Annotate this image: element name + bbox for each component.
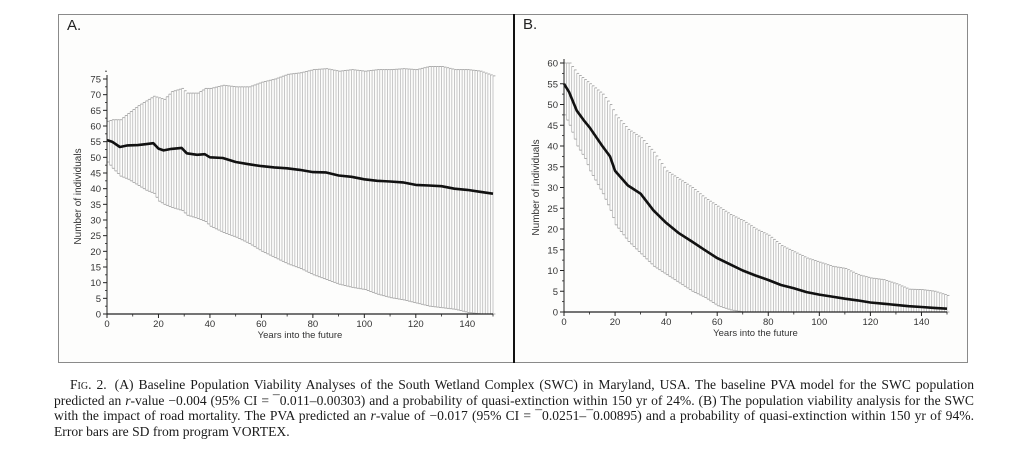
y-tick-label: 25 xyxy=(547,204,558,215)
x-tick-label: 40 xyxy=(661,317,672,328)
x-tick-label: 20 xyxy=(610,317,621,328)
y-tick-label: 60 xyxy=(90,122,101,133)
y-tick-label: 40 xyxy=(90,184,101,195)
x-tick-label: 80 xyxy=(308,319,319,330)
y-tick-label: 40 xyxy=(547,142,558,153)
y-tick-label: 75 xyxy=(90,75,101,86)
caption-text-1: (A) Baseline Population Viability Analys… xyxy=(54,377,974,408)
mean-line xyxy=(106,138,494,195)
panel-divider xyxy=(513,14,515,363)
x-axis-label: Years into the future xyxy=(258,330,343,341)
x-tick-label: 80 xyxy=(763,317,774,328)
figure-caption: Fig. 2. (A) Baseline Population Viability… xyxy=(54,377,974,439)
y-axis-label: Number of individuals xyxy=(531,139,542,235)
y-tick-label: 50 xyxy=(547,100,558,111)
x-tick-label: 0 xyxy=(561,317,566,328)
y-tick-label: 20 xyxy=(90,247,101,258)
y-tick-label: 65 xyxy=(90,106,101,117)
x-tick-label: 0 xyxy=(104,319,109,330)
y-tick-label: 35 xyxy=(547,162,558,173)
y-tick-label: 55 xyxy=(90,137,101,148)
panel-label-a: A. xyxy=(67,17,82,34)
y-tick-label: 20 xyxy=(547,225,558,236)
x-tick-label: 140 xyxy=(459,319,475,330)
y-tick-label: 15 xyxy=(90,263,101,274)
y-tick-label: 50 xyxy=(90,153,101,164)
y-tick-label: 45 xyxy=(90,169,101,180)
caption-text-2: -value −0.004 (95% CI = ¯0.011–0.00303) … xyxy=(54,392,974,424)
y-tick-label: 15 xyxy=(547,245,558,256)
y-tick-label: 0 xyxy=(96,310,101,321)
y-tick-label: 60 xyxy=(547,59,558,70)
mean-line xyxy=(562,83,948,310)
x-axis-label: Years into the future xyxy=(713,328,798,339)
caption-italic-r-1: r xyxy=(125,392,131,408)
x-tick-label: 100 xyxy=(356,319,372,330)
y-tick-label: 10 xyxy=(547,266,558,277)
panel-label-b: B. xyxy=(523,16,538,33)
chart-panel-a: 0 5 10 15 20 25 30 35 40 45 50 55 60 65 70 75 0 20 40 60 80 1… xyxy=(73,66,496,341)
y-axis-label: Number of individuals xyxy=(73,148,84,244)
caption-text-3: -value of −0.017 (95% CI = ¯0.0251–¯0.00… xyxy=(54,408,974,439)
y-tick-label: 55 xyxy=(547,79,558,90)
y-tick-label: 30 xyxy=(547,183,558,194)
y-tick-label: 0 xyxy=(553,308,558,319)
y-tick-label: 45 xyxy=(547,121,558,132)
y-tick-label: 30 xyxy=(90,216,101,227)
figure-label: Fig. 2. xyxy=(70,377,107,392)
x-tick-label: 120 xyxy=(862,317,878,328)
caption-italic-r-2: r xyxy=(370,408,376,424)
x-tick-label: 20 xyxy=(153,319,164,330)
y-tick-label: 5 xyxy=(553,287,558,298)
x-tick-label: 100 xyxy=(811,317,827,328)
x-tick-label: 120 xyxy=(408,319,424,330)
y-tick-label: 70 xyxy=(90,90,101,101)
y-tick-label: 10 xyxy=(90,278,101,289)
x-tick-label: 40 xyxy=(205,319,216,330)
error-bars xyxy=(563,62,950,313)
x-tick-label: 140 xyxy=(914,317,930,328)
x-tick-label: 60 xyxy=(712,317,723,328)
y-tick-label: 5 xyxy=(96,294,101,305)
y-tick-label: 25 xyxy=(90,231,101,242)
x-tick-label: 60 xyxy=(256,319,267,330)
y-tick-label: 35 xyxy=(90,200,101,211)
chart-panel-b: 0 5 10 15 20 25 30 35 40 45 50 55 60 0 20 40 60 80 100 120 1… xyxy=(531,59,950,339)
